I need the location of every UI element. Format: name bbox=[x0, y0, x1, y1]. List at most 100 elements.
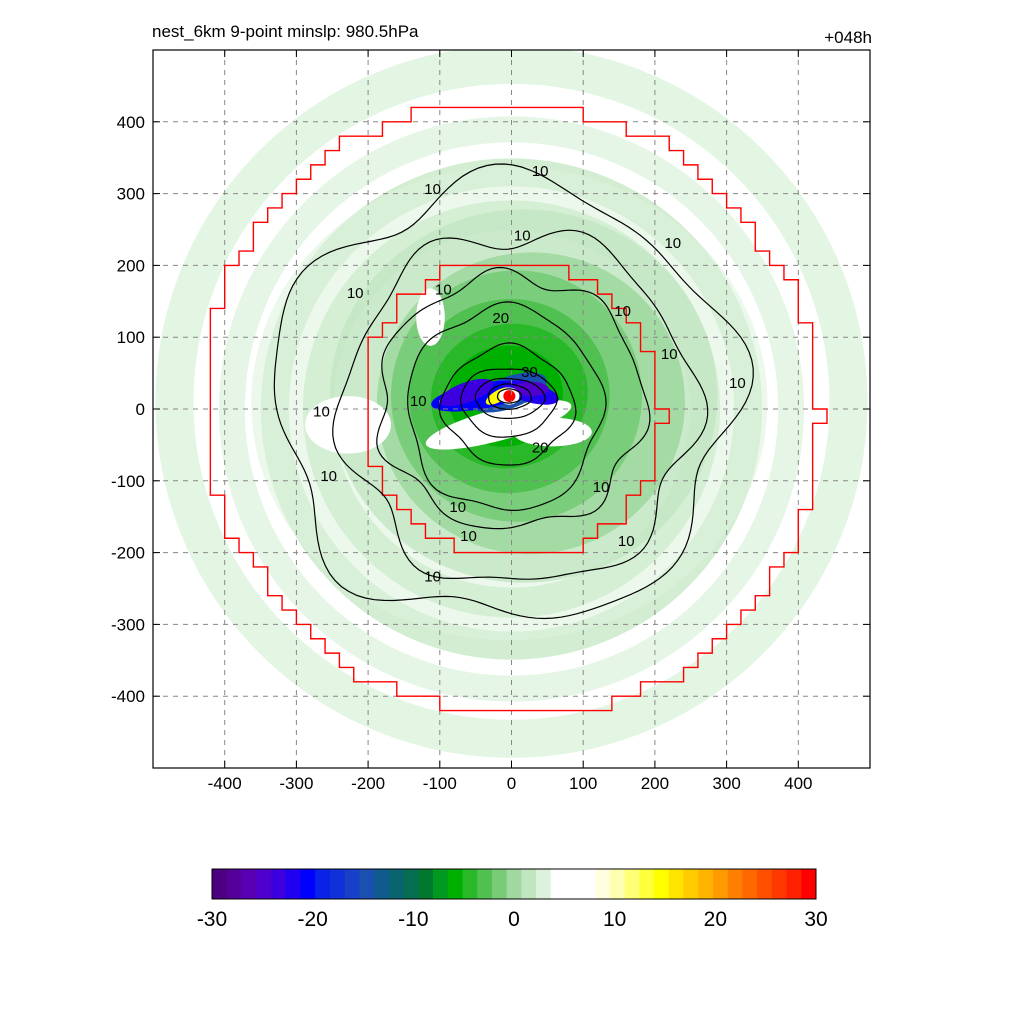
boundary-inner bbox=[367, 264, 670, 554]
colorbar-swatch bbox=[565, 869, 581, 899]
colorbar-swatch bbox=[256, 869, 272, 899]
x-tick-label: -200 bbox=[351, 774, 385, 793]
colorbar-swatch bbox=[771, 869, 788, 899]
forecast-hour-label: +048h bbox=[824, 28, 872, 47]
colorbar-swatch bbox=[285, 869, 301, 899]
outer-band bbox=[218, 116, 805, 702]
contour-label: 10 bbox=[435, 281, 452, 298]
colorbar-swatch bbox=[712, 869, 729, 899]
colorbar-tick-label: -30 bbox=[197, 908, 227, 931]
colorbar-swatch bbox=[477, 869, 493, 899]
colorbar-tick-label: 10 bbox=[603, 908, 626, 931]
colorbar-swatch bbox=[447, 869, 463, 899]
contour-label: 20 bbox=[492, 310, 509, 327]
contour-label: 10 bbox=[313, 404, 330, 421]
contour-label: 10 bbox=[593, 479, 610, 496]
colorbar-swatch bbox=[462, 869, 478, 899]
x-tick-label: 300 bbox=[712, 774, 740, 793]
colorbar-swatch bbox=[329, 869, 346, 899]
x-tick-label: 200 bbox=[641, 774, 669, 793]
contour-label: 30 bbox=[521, 364, 538, 381]
colorbar-tick-label: 0 bbox=[508, 908, 520, 931]
contour-label: 10 bbox=[424, 569, 441, 586]
colorbar-swatch bbox=[683, 869, 699, 899]
x-tick-label: 400 bbox=[784, 774, 812, 793]
contour-label: 10 bbox=[618, 533, 635, 550]
contour-label: 10 bbox=[514, 228, 531, 245]
colorbar-swatch bbox=[580, 869, 596, 899]
colorbar-swatch bbox=[359, 869, 375, 899]
colorbar-swatch bbox=[653, 869, 670, 899]
contour-line bbox=[438, 342, 577, 466]
contour-label: 10 bbox=[661, 346, 678, 363]
colorbar-swatch bbox=[668, 869, 684, 899]
y-tick-label: 300 bbox=[117, 185, 145, 204]
x-tick-label: -100 bbox=[423, 774, 457, 793]
contour-line bbox=[273, 163, 754, 620]
field-blob bbox=[512, 381, 549, 397]
colorbar-swatch bbox=[609, 869, 625, 899]
contour-label: 20 bbox=[532, 439, 549, 456]
x-tick-label: 0 bbox=[507, 774, 516, 793]
colorbar-tick-label: -10 bbox=[398, 908, 428, 931]
colorbar-swatch bbox=[344, 869, 360, 899]
axis-layer: -400 -300 -200 -100 0 100 200 300 40040030020010… bbox=[111, 50, 870, 793]
field-blob bbox=[439, 378, 494, 407]
y-tick-label: -100 bbox=[111, 472, 145, 491]
boundary-outer bbox=[209, 106, 828, 712]
colorbar-tick-label: 20 bbox=[704, 908, 727, 931]
contour-label: 10 bbox=[614, 303, 631, 320]
contour-label: 10 bbox=[449, 499, 466, 516]
contour-line bbox=[474, 377, 546, 419]
colorbar-swatch bbox=[536, 869, 552, 899]
colorbar-swatch bbox=[550, 869, 567, 899]
colorbar-swatch bbox=[521, 869, 537, 899]
colorbar-swatch bbox=[698, 869, 714, 899]
colorbar-swatch bbox=[388, 869, 405, 899]
colorbar-tick-label: -20 bbox=[297, 908, 327, 931]
y-tick-label: -200 bbox=[111, 544, 145, 563]
x-tick-label: -400 bbox=[208, 774, 242, 793]
colorbar-swatch bbox=[595, 869, 611, 899]
colorbar-swatch bbox=[506, 869, 522, 899]
x-tick-label: 100 bbox=[569, 774, 597, 793]
boundary-layer bbox=[209, 106, 828, 712]
colorbar-swatch bbox=[432, 869, 449, 899]
contour-line bbox=[496, 388, 522, 404]
y-tick-label: 100 bbox=[117, 328, 145, 347]
storm-center-marker bbox=[503, 390, 516, 403]
contour-label: 10 bbox=[729, 375, 746, 392]
x-tick-label: -300 bbox=[279, 774, 313, 793]
colorbar-swatch bbox=[226, 869, 242, 899]
contour-line bbox=[460, 368, 558, 438]
colorbar-swatch bbox=[757, 869, 773, 899]
colorbar: -30 -20 -10 0 10 20 30 bbox=[197, 868, 828, 931]
y-tick-label: 400 bbox=[117, 113, 145, 132]
colorbar-swatch bbox=[212, 869, 228, 899]
field-blob bbox=[416, 288, 445, 346]
contour-line bbox=[376, 266, 651, 530]
y-tick-label: 200 bbox=[117, 256, 145, 275]
y-tick-label: 0 bbox=[136, 400, 145, 419]
colorbar-swatch bbox=[403, 869, 419, 899]
contour-label: 10 bbox=[532, 163, 549, 180]
colorbar-swatch bbox=[801, 869, 817, 899]
colorbar-swatch bbox=[624, 869, 640, 899]
colorbar-swatch bbox=[300, 869, 316, 899]
colorbar-swatch bbox=[742, 869, 758, 899]
contour-label: 10 bbox=[410, 393, 427, 410]
contour-label: 10 bbox=[320, 468, 337, 485]
contour-label: 10 bbox=[664, 235, 681, 252]
contour-label: 10 bbox=[460, 528, 477, 545]
colorbar-tick-label: 30 bbox=[804, 908, 827, 931]
field-blob bbox=[425, 400, 572, 450]
contour-label: 10 bbox=[424, 181, 441, 198]
contour-line bbox=[488, 383, 532, 410]
colorbar-frame bbox=[211, 868, 817, 900]
colorbar-swatch bbox=[241, 869, 257, 899]
field-blob bbox=[305, 396, 392, 454]
contour-line bbox=[332, 229, 709, 580]
colorbar-swatch bbox=[639, 869, 655, 899]
colorbar-swatch bbox=[727, 869, 743, 899]
